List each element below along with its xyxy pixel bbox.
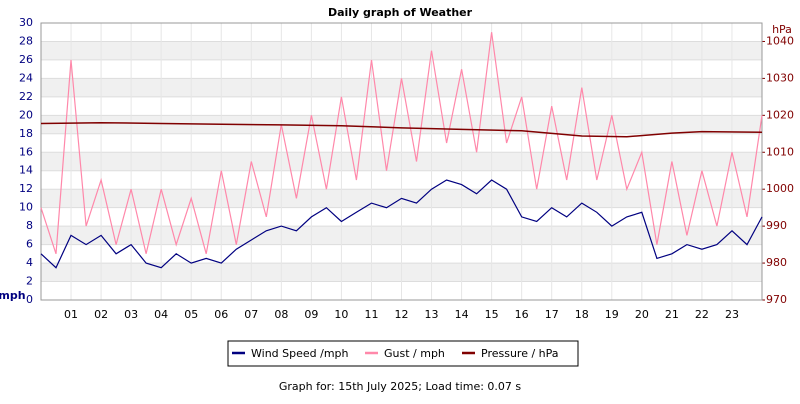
x-tick-label: 22 xyxy=(695,308,709,321)
x-tick-label: 01 xyxy=(64,308,78,321)
y-tick-label: 8 xyxy=(26,219,33,232)
chart-title: Daily graph of Weather xyxy=(328,6,473,19)
y-tick-label: 30 xyxy=(19,16,33,29)
x-tick-label: 07 xyxy=(244,308,258,321)
x-tick-label: 13 xyxy=(425,308,439,321)
x-tick-label: 02 xyxy=(94,308,108,321)
x-tick-label: 18 xyxy=(575,308,589,321)
y-tick-label: 4 xyxy=(26,256,33,269)
y2-axis-label: hPa xyxy=(772,23,792,36)
y-tick-label: 2 xyxy=(26,275,33,288)
plot-frame xyxy=(40,22,763,301)
x-tick-label: 10 xyxy=(334,308,348,321)
y-tick-label: 14 xyxy=(19,164,33,177)
y-tick-label: 16 xyxy=(19,145,33,158)
x-tick-label: 15 xyxy=(485,308,499,321)
x-tick-label: 16 xyxy=(515,308,529,321)
y-tick-label: 0 xyxy=(26,293,33,306)
x-tick-label: 20 xyxy=(635,308,649,321)
y-tick-label: 20 xyxy=(19,108,33,121)
x-tick-label: 04 xyxy=(154,308,168,321)
x-tick-label: 14 xyxy=(455,308,469,321)
legend-label: Wind Speed /mph xyxy=(251,347,349,360)
x-tick-label: 11 xyxy=(364,308,378,321)
series-line xyxy=(40,121,763,138)
x-tick-label: 03 xyxy=(124,308,138,321)
legend-label: Gust / mph xyxy=(384,347,445,360)
legend-label: Pressure / hPa xyxy=(481,347,559,360)
x-tick-label: 09 xyxy=(304,308,318,321)
y-tick-label: 22 xyxy=(19,90,33,103)
y-tick-label: 6 xyxy=(26,238,33,251)
y2-tick-label: 1020 xyxy=(766,108,794,121)
y2-tick-label: 970 xyxy=(766,293,787,306)
footer: Graph for: 15th July 2025; Load time: 0.… xyxy=(279,380,522,393)
y-tick-label: 12 xyxy=(19,182,33,195)
y-tick-label: 26 xyxy=(19,53,33,66)
x-tick-label: 08 xyxy=(274,308,288,321)
legend-box xyxy=(227,340,579,367)
y2-tick-label: 1040 xyxy=(766,34,794,47)
y2-tick-label: 1010 xyxy=(766,145,794,158)
y-tick-label: 10 xyxy=(19,201,33,214)
y-tick-label: 18 xyxy=(19,127,33,140)
y-axis-label: mph xyxy=(0,289,26,302)
x-tick-label: 19 xyxy=(605,308,619,321)
y2-tick-label: 1030 xyxy=(766,71,794,84)
series-line xyxy=(40,179,763,269)
y-tick-label: 28 xyxy=(19,34,33,47)
y2-tick-label: 990 xyxy=(766,219,787,232)
x-tick-label: 23 xyxy=(725,308,739,321)
x-tick-label: 21 xyxy=(665,308,679,321)
x-tick-label: 05 xyxy=(184,308,198,321)
series-line xyxy=(40,32,763,254)
y2-tick-label: 980 xyxy=(766,256,787,269)
x-tick-label: 12 xyxy=(395,308,409,321)
y-tick-label: 24 xyxy=(19,71,33,84)
x-tick-label: 17 xyxy=(545,308,559,321)
y2-tick-label: 1000 xyxy=(766,182,794,195)
x-tick-label: 06 xyxy=(214,308,228,321)
